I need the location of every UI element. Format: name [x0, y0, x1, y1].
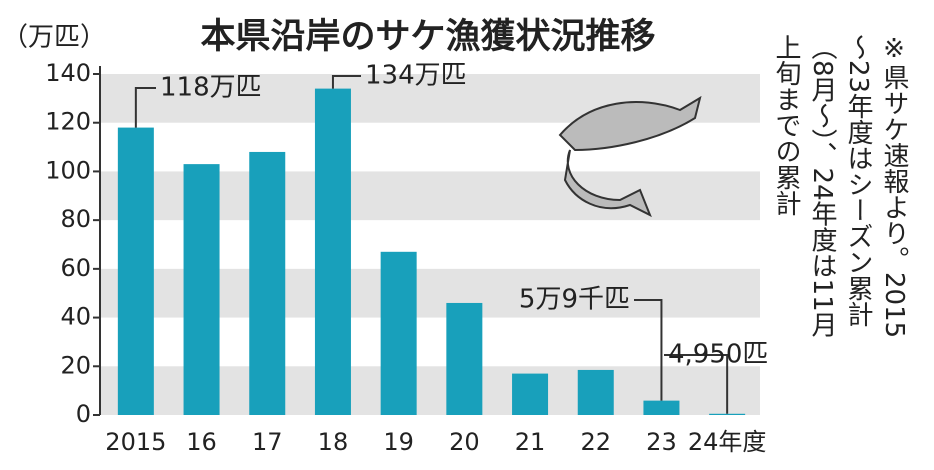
- salmon-illustration: [558, 95, 702, 218]
- note-line: （8月～）、24年度は11月: [807, 34, 837, 338]
- y-axis-label: （万匹）: [2, 23, 106, 53]
- x-tick-label: 21: [515, 428, 546, 456]
- bar: [117, 127, 154, 415]
- y-tick-label: 40: [60, 303, 91, 331]
- bar: [314, 88, 351, 415]
- bar: [380, 251, 417, 415]
- y-tick-label: 20: [60, 351, 91, 379]
- y-tick-label: 80: [60, 205, 91, 233]
- x-tick-label: 18: [318, 428, 349, 456]
- y-tick-label: 140: [45, 59, 91, 87]
- x-tick-label: 22: [580, 428, 611, 456]
- x-tick-label: 2015: [105, 428, 166, 456]
- y-tick-label: 120: [45, 108, 91, 136]
- bar: [446, 302, 483, 415]
- leader-line: [134, 87, 156, 128]
- value-label: 118万匹: [160, 73, 262, 103]
- note-line: ※県サケ速報より。2015: [879, 34, 909, 339]
- bar: [709, 413, 746, 415]
- bar: [512, 373, 549, 415]
- x-tick-label: 16: [186, 428, 217, 456]
- y-tick-label: 100: [45, 156, 91, 184]
- leader-line: [331, 75, 361, 89]
- x-tick-label: 23: [646, 428, 677, 456]
- bar: [183, 164, 220, 415]
- y-tick-label: 60: [60, 254, 91, 282]
- value-label: 5万9千匹: [519, 285, 630, 315]
- leader-line: [664, 354, 729, 414]
- bar: [249, 151, 286, 415]
- y-tick-label: 0: [76, 400, 91, 428]
- bar: [643, 400, 680, 415]
- note-line: ～23年度はシーズン累計: [843, 34, 873, 328]
- x-tick-label: 20: [449, 428, 480, 456]
- leader-line: [634, 299, 663, 401]
- chart-title: 本県沿岸のサケ漁獲状況推移: [200, 17, 655, 57]
- bar: [577, 369, 614, 415]
- value-label: 134万匹: [365, 61, 467, 91]
- x-tick-label: 17: [252, 428, 283, 456]
- note: ※県サケ速報より。2015 ～23年度はシーズン累計 （8月～）、24年度は11月上…: [768, 34, 912, 338]
- x-tick-label: 24年度: [688, 428, 767, 456]
- note-line: 上旬までの累計: [771, 34, 801, 216]
- value-label: 4,950匹: [668, 340, 768, 370]
- x-tick-label: 19: [383, 428, 414, 456]
